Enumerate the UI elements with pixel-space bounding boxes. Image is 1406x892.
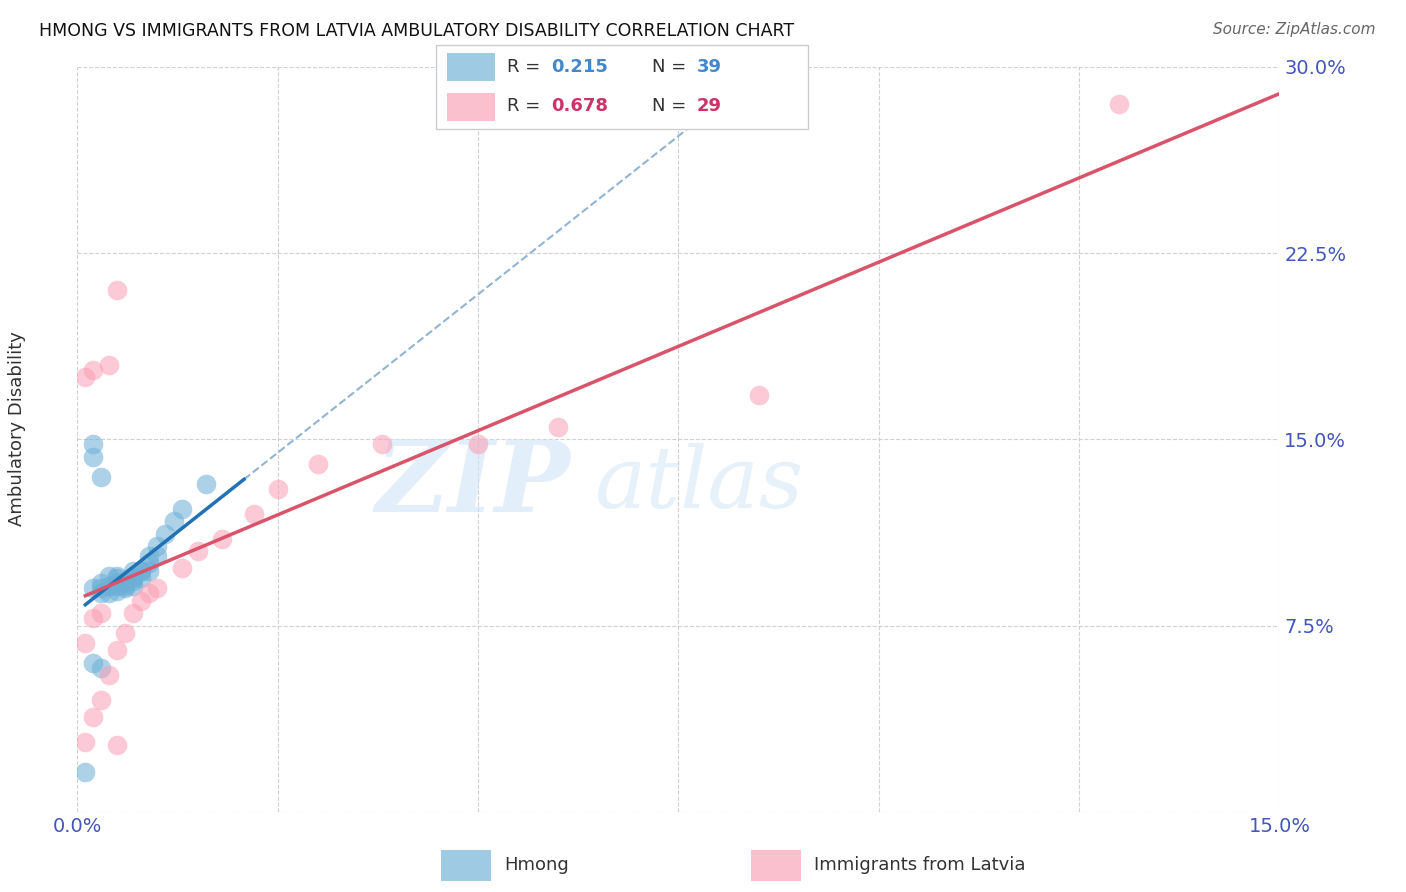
Point <box>131 564 153 578</box>
Point <box>122 606 145 620</box>
Point <box>114 574 136 588</box>
Point <box>107 284 129 298</box>
Point <box>98 569 121 583</box>
Point <box>114 626 136 640</box>
Point <box>307 457 329 471</box>
Point <box>90 582 112 596</box>
Point <box>211 532 233 546</box>
Text: ZIP: ZIP <box>375 436 571 533</box>
Point <box>82 363 104 377</box>
Point <box>107 583 129 598</box>
Point <box>146 582 169 596</box>
Text: 39: 39 <box>697 58 721 76</box>
Point <box>138 564 160 578</box>
Point <box>194 477 217 491</box>
Point <box>131 564 153 578</box>
Point <box>122 571 145 585</box>
Point <box>131 593 153 607</box>
Point <box>98 579 121 593</box>
Point <box>107 579 129 593</box>
Point <box>146 549 169 563</box>
Point <box>75 636 97 650</box>
Text: HMONG VS IMMIGRANTS FROM LATVIA AMBULATORY DISABILITY CORRELATION CHART: HMONG VS IMMIGRANTS FROM LATVIA AMBULATO… <box>39 22 794 40</box>
Point <box>138 557 160 571</box>
Point <box>122 564 145 578</box>
Point <box>82 656 104 670</box>
Point <box>114 576 136 591</box>
Point <box>138 586 160 600</box>
Point <box>90 606 112 620</box>
Point <box>75 764 97 779</box>
Text: 29: 29 <box>697 97 721 115</box>
Point <box>82 450 104 464</box>
Point <box>267 482 290 496</box>
Bar <box>441 849 492 881</box>
FancyBboxPatch shape <box>436 45 808 129</box>
Text: R =: R = <box>506 58 546 76</box>
Text: Ambulatory Disability: Ambulatory Disability <box>8 331 25 525</box>
Point <box>90 586 112 600</box>
Point <box>146 539 169 553</box>
Text: Hmong: Hmong <box>505 856 569 874</box>
Point <box>107 569 129 583</box>
Text: Source: ZipAtlas.com: Source: ZipAtlas.com <box>1212 22 1375 37</box>
Point <box>82 582 104 596</box>
Point <box>547 420 569 434</box>
Point <box>90 661 112 675</box>
Point <box>122 579 145 593</box>
Point <box>170 561 193 575</box>
Point <box>90 693 112 707</box>
Point <box>1108 97 1130 112</box>
Point <box>107 643 129 657</box>
Point <box>98 668 121 682</box>
Point <box>138 549 160 563</box>
Point <box>107 571 129 585</box>
Point <box>90 469 112 483</box>
Point <box>155 526 177 541</box>
Point <box>75 735 97 749</box>
Point <box>98 586 121 600</box>
Point <box>371 437 394 451</box>
Bar <box>751 849 801 881</box>
Text: 0.215: 0.215 <box>551 58 609 76</box>
Point <box>242 507 264 521</box>
Point <box>114 582 136 596</box>
Point <box>98 358 121 372</box>
Point <box>748 387 770 401</box>
Text: N =: N = <box>652 97 692 115</box>
Text: Immigrants from Latvia: Immigrants from Latvia <box>814 856 1025 874</box>
Text: atlas: atlas <box>595 442 803 525</box>
Point <box>107 738 129 752</box>
Point <box>162 514 184 528</box>
Point <box>170 501 193 516</box>
Text: N =: N = <box>652 58 692 76</box>
Bar <box>447 93 495 120</box>
Bar <box>447 54 495 81</box>
Point <box>82 710 104 724</box>
Point <box>467 437 489 451</box>
Point <box>90 576 112 591</box>
Point <box>122 569 145 583</box>
Point <box>75 370 97 384</box>
Point <box>122 574 145 588</box>
Point <box>131 571 153 585</box>
Point <box>114 579 136 593</box>
Point <box>82 437 104 451</box>
Point <box>107 576 129 591</box>
Text: 0.678: 0.678 <box>551 97 609 115</box>
Point <box>186 544 209 558</box>
Point <box>82 611 104 625</box>
Text: R =: R = <box>506 97 546 115</box>
